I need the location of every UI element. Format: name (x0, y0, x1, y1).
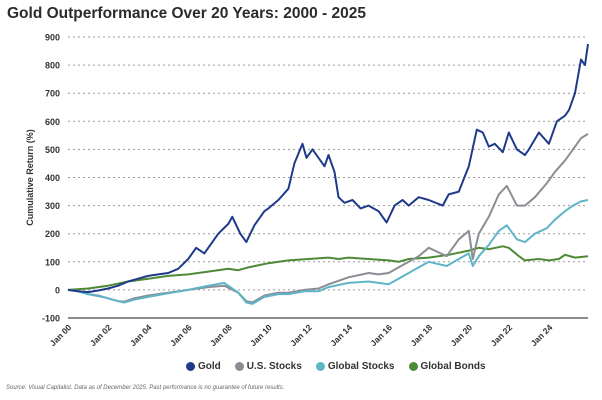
legend-item-global-stocks: Global Stocks (315, 361, 395, 372)
y-tick-label: 800 (45, 61, 60, 71)
x-tick-label: Jan 14 (328, 322, 354, 348)
legend-item-global-bonds: Global Bonds (408, 361, 486, 372)
y-tick-label: 300 (45, 201, 60, 211)
x-tick-label: Jan 10 (248, 322, 274, 348)
x-tick-label: Jan 04 (128, 322, 154, 348)
y-tick-label: 600 (45, 117, 60, 127)
series-line-u-s-stocks (67, 133, 589, 304)
y-tick-label: 0 (55, 285, 60, 295)
legend: Gold U.S. Stocks Global Stocks Global Bo… (186, 361, 486, 372)
y-tick-label: 700 (45, 89, 60, 99)
x-tick-label: Jan 18 (408, 322, 434, 348)
source-note: Source: Visual Capitalist. Data as of De… (6, 385, 285, 391)
legend-swatch-global-stocks (315, 362, 325, 371)
y-tick-label: 900 (45, 33, 60, 43)
legend-swatch-global-bonds (408, 362, 418, 371)
x-tick-label: Jan 16 (368, 322, 394, 348)
x-tick-label: Jan 06 (168, 322, 194, 348)
x-tick-label: Jan 20 (448, 322, 474, 348)
legend-label: Global Stocks (327, 361, 395, 372)
legend-swatch-gold (186, 362, 195, 371)
legend-label: U.S. Stocks (246, 361, 302, 372)
chart-title: Gold Outperformance Over 20 Years: 2000 … (7, 5, 366, 22)
y-tick-label: 400 (45, 173, 60, 183)
y-tick-label: 500 (45, 145, 60, 155)
x-tick-label: Jan 08 (208, 322, 234, 348)
y-axis-label: Cumulative Return (%) (25, 129, 35, 226)
x-tick-label: Jan 22 (488, 322, 514, 348)
series-line-global-bonds (67, 245, 589, 291)
legend-swatch-us-stocks (234, 362, 244, 371)
y-tick-label: -100 (42, 314, 60, 324)
x-tick-label: Jan 00 (48, 322, 74, 348)
y-tick-label: 200 (45, 229, 60, 239)
legend-label: Gold (198, 361, 221, 372)
y-tick-label: 100 (45, 257, 60, 267)
legend-label: Global Bonds (420, 361, 486, 372)
x-tick-label: Jan 12 (288, 322, 314, 348)
x-tick-label: Jan 24 (529, 322, 555, 348)
series-line-global-stocks (67, 199, 589, 305)
legend-item-gold: Gold (186, 361, 221, 372)
legend-item-us-stocks: U.S. Stocks (234, 361, 302, 372)
series-line-gold (67, 43, 589, 294)
x-tick-label: Jan 02 (88, 322, 114, 348)
